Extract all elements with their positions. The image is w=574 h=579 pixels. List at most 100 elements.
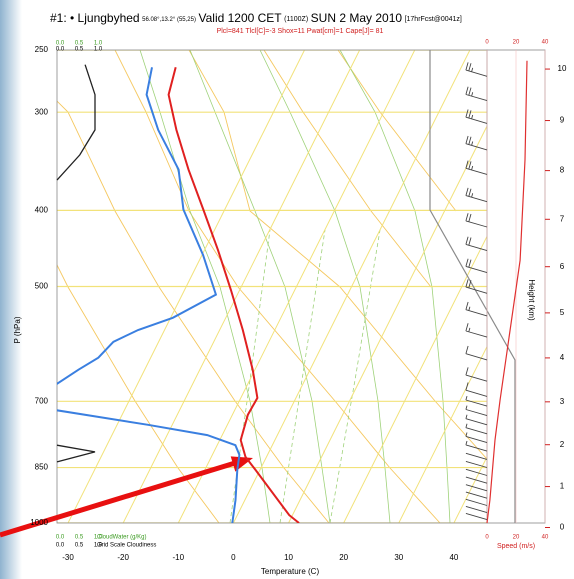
valid: Valid 1200 CET: [198, 11, 282, 25]
chart-title: #1: • Ljungbyhed 56.08°,13.2° (55,25) Va…: [50, 11, 462, 25]
speed-label: Speed (m/s): [497, 543, 535, 550]
y-tick-label: 400: [35, 205, 49, 214]
utc: (1100Z): [284, 16, 308, 23]
height-tick-label: 9: [560, 116, 565, 125]
wind-barb: [465, 440, 488, 452]
wind-barb: [465, 279, 488, 294]
x-axis-label: Temperature (C): [261, 567, 320, 576]
cloud-tick-label: 0.5: [75, 41, 84, 47]
cloudiness-label: Grid Scale Cloudiness: [97, 543, 156, 549]
height-tick-label: 2: [560, 440, 565, 449]
cloudiness-tick-label: 0.5: [75, 543, 84, 549]
wind-barb: [465, 405, 488, 417]
x-tick-label: 30: [394, 553, 403, 562]
wind-barb: [465, 86, 488, 102]
height-tick-label: 6: [560, 262, 565, 271]
arrow-head: [230, 456, 253, 472]
wind-barb: [465, 258, 488, 274]
wind-barb: [465, 423, 488, 435]
coords: 56.08°,13.2° (55,25): [142, 17, 196, 23]
y-tick-label: 250: [35, 45, 49, 54]
x-tick-label: -10: [173, 553, 185, 562]
height-tick-label: 7: [560, 214, 565, 223]
x-tick-label: 40: [449, 553, 458, 562]
cloud-line: [56, 64, 96, 463]
y-tick-label: 300: [35, 107, 49, 116]
wind-barb: [465, 491, 488, 499]
speed-tick-label: 0: [485, 40, 489, 46]
height-label: Height (km): [527, 279, 536, 321]
x-tick-label: 20: [339, 553, 348, 562]
cloudiness-tick-label: 0.0: [56, 47, 65, 53]
profiles: [57, 67, 300, 523]
wind-barb: [465, 62, 488, 77]
wind-barb: [465, 109, 488, 124]
wind-barb: [465, 160, 488, 175]
subtitle: Plcl=841 Tlcl[C]=-3 Shox=11 Pwat[cm]=1 C…: [217, 28, 384, 35]
isotherm: [67, 50, 305, 523]
x-tick-label: 0: [231, 553, 236, 562]
wind-barb: [465, 505, 488, 514]
y-tick-label: 700: [35, 396, 49, 405]
wind-barb: [465, 135, 488, 151]
wind-barb: [465, 236, 488, 252]
speed-tick-label: 20: [513, 535, 520, 541]
cloudiness-tick-label: 1.0: [94, 47, 103, 53]
cloud-tick-label: 1.0: [94, 535, 103, 541]
height-tick-label: 0: [560, 523, 565, 532]
wind-barb: [465, 395, 488, 407]
cloudiness-tick-label: 0.5: [75, 47, 84, 53]
height-tick-label: 4: [560, 353, 565, 362]
wind-barb: [465, 512, 488, 521]
height-tick-label: 10: [558, 64, 567, 73]
annotation-arrow: [0, 460, 236, 538]
wind-barb: [465, 460, 488, 468]
profile-line: [57, 67, 241, 523]
wind-barb: [465, 345, 488, 361]
height-guide: [429, 50, 516, 523]
station: #1: • Ljungbyhed: [50, 11, 140, 25]
cloud-tick-label: 0.5: [75, 535, 84, 541]
forecast: [17hrFcst@0041z]: [405, 16, 462, 23]
wind-barb: [465, 414, 488, 426]
isotherm: [122, 50, 361, 523]
photo-edge: [0, 0, 22, 579]
cloudiness-tick-label: 0.0: [56, 543, 65, 549]
cloud-water-label: CloudWater (g/Kg): [97, 535, 146, 541]
height-tick-label: 5: [560, 308, 565, 317]
y-axis-label: P (hPa): [13, 316, 22, 343]
speed-tick-label: 40: [542, 535, 549, 541]
speed-line: [486, 60, 528, 524]
thermo-grid: [57, 50, 487, 523]
wind-barb: [465, 213, 488, 228]
y-tick-label: 1000: [30, 518, 48, 527]
wind-barb: [465, 432, 488, 444]
height-tick-label: 8: [560, 166, 565, 175]
height-tick-label: 3: [560, 397, 565, 406]
date: SUN 2 May 2010: [311, 11, 403, 25]
isotherm: [343, 235, 487, 523]
height-tick-label: 1: [560, 482, 565, 491]
wind-barb: [465, 498, 488, 506]
cloud-tick-label: 0.0: [56, 535, 65, 541]
speed-tick-label: 0: [485, 535, 489, 541]
y-tick-label: 850: [35, 463, 49, 472]
wind-barb: [465, 484, 488, 492]
x-tick-label: 10: [284, 553, 293, 562]
wind-barb: [465, 468, 488, 476]
isotherm: [177, 50, 416, 523]
speed-tick-label: 40: [542, 40, 549, 46]
wind-barb: [465, 187, 488, 203]
speed-tick-label: 20: [513, 40, 520, 46]
x-tick-label: -20: [117, 553, 129, 562]
wind-barb: [465, 301, 488, 317]
x-tick-label: -30: [62, 553, 74, 562]
profile-line: [167, 67, 300, 523]
cloud-tick-label: 1.0: [94, 41, 103, 47]
wind-barb: [465, 323, 488, 338]
wind-barb: [465, 452, 488, 460]
isotherm: [398, 345, 487, 523]
wind-barb: [465, 367, 488, 382]
wind-barb: [465, 382, 488, 397]
